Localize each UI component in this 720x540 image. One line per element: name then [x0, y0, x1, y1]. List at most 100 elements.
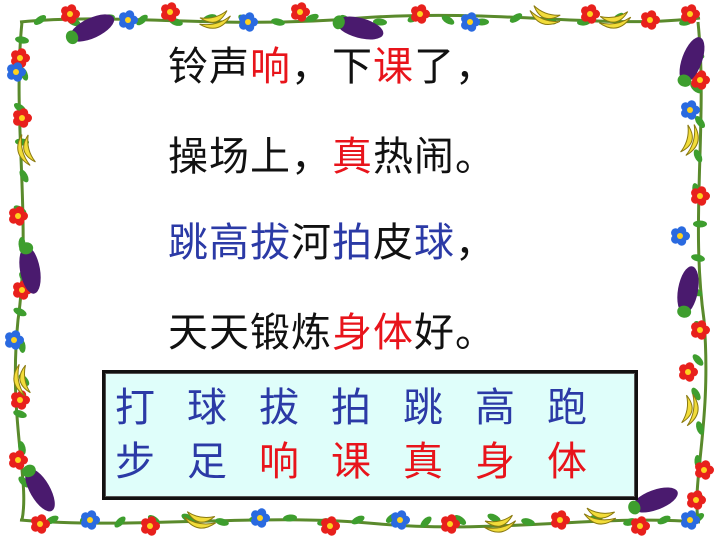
vocab-char: 跑	[547, 385, 587, 431]
poem-line-1-seg-2: 响	[250, 44, 291, 90]
flower-center-icon	[245, 19, 251, 25]
eggplant-stem-icon	[65, 30, 79, 45]
leaf-icon	[19, 169, 29, 183]
banana-icon	[598, 16, 632, 29]
leaf-icon	[305, 13, 319, 23]
leaf-icon	[215, 518, 229, 526]
flower-center-icon	[167, 9, 173, 15]
flower-petal-icon	[397, 510, 407, 520]
flower-petal-icon	[167, 2, 177, 12]
flower-center-icon	[687, 517, 693, 523]
eggplant-stem-icon	[19, 242, 34, 255]
flower-center-icon	[19, 287, 25, 293]
flower-petal-icon	[147, 516, 157, 526]
vocab-char: 课	[331, 439, 371, 485]
flower-petal-icon	[15, 206, 25, 216]
vocab-char: 拍	[331, 385, 371, 431]
flower-petal-icon	[13, 62, 23, 72]
leaf-icon	[13, 307, 27, 317]
vocab-char: 跳	[403, 385, 443, 431]
flower-center-icon	[417, 11, 423, 17]
flower-center-icon	[15, 457, 21, 463]
flower-petal-icon	[687, 4, 697, 14]
flower-petal-icon	[647, 10, 657, 20]
leaf-icon	[283, 514, 297, 522]
flower-petal-icon	[697, 70, 707, 80]
poem-line-3-seg-4: 皮	[373, 220, 414, 266]
poem-line-3-seg-5: 球	[414, 220, 455, 266]
poem-line-3-seg-3: 拍	[332, 220, 373, 266]
leaf-icon	[351, 515, 365, 525]
flower-center-icon	[15, 213, 21, 219]
poem-line-1-seg-4: 课	[373, 44, 414, 90]
vocab-row-2: 步足响课真身体	[115, 439, 619, 485]
banana-icon	[23, 134, 36, 163]
leaf-icon	[15, 36, 29, 44]
flower-petal-icon	[467, 12, 477, 22]
frame-decorations	[5, 2, 714, 536]
flower-petal-icon	[87, 510, 97, 520]
eggplant-stem-icon	[22, 464, 36, 478]
leaf-icon	[441, 15, 455, 25]
vocab-char: 响	[259, 439, 299, 485]
flower-center-icon	[647, 17, 653, 23]
leaf-icon	[271, 18, 285, 26]
flower-petal-icon	[685, 362, 695, 372]
flower-petal-icon	[693, 490, 703, 500]
flower-petal-icon	[557, 510, 567, 520]
leaf-icon	[487, 513, 501, 523]
vocab-char: 步	[115, 439, 155, 485]
eggplant-stem-icon	[677, 74, 692, 87]
flower-center-icon	[327, 523, 333, 529]
flower-petal-icon	[17, 390, 27, 400]
eggplant-stem-icon	[628, 500, 641, 515]
banana-icon	[529, 10, 561, 25]
flower-center-icon	[37, 521, 43, 527]
flower-center-icon	[297, 9, 303, 15]
poem-line-1-seg-5: 了，	[414, 44, 496, 90]
vocab-char: 体	[547, 439, 587, 485]
banana-icon	[583, 513, 617, 525]
poem-line-1-seg-1: 铃声	[168, 44, 250, 90]
poem-line-4-seg-2: 身体	[332, 310, 414, 356]
poem-line-3: 跳高拔河拍皮球，	[168, 220, 496, 266]
banana-icon	[183, 516, 217, 529]
flower-center-icon	[687, 11, 693, 17]
leaf-icon	[509, 13, 523, 23]
poem-line-3-seg-2: 河	[291, 220, 332, 266]
banana-icon	[681, 394, 693, 424]
poem-line-2-seg-1: 操场上，	[168, 134, 332, 180]
leaf-icon	[136, 14, 148, 26]
vocab-char: 打	[115, 385, 155, 431]
banana-icon	[199, 15, 231, 29]
eggplant-icon	[336, 16, 384, 40]
flower-center-icon	[13, 69, 19, 75]
flower-petal-icon	[637, 516, 647, 526]
banana-icon	[599, 11, 629, 23]
leaf-icon	[695, 115, 705, 129]
flower-petal-icon	[15, 450, 25, 460]
flower-center-icon	[697, 193, 703, 199]
vocab-char: 真	[403, 439, 443, 485]
leaf-icon	[693, 220, 707, 228]
flower-center-icon	[87, 517, 93, 523]
banana-icon	[680, 124, 693, 153]
flower-petal-icon	[245, 12, 255, 22]
flower-petal-icon	[687, 100, 697, 110]
flower-center-icon	[11, 337, 17, 343]
vocab-box: 打球拔拍跳高跑 步足响课真身体	[102, 370, 638, 500]
poem-line-4-seg-1: 天天锻炼	[168, 310, 332, 356]
banana-icon	[685, 124, 699, 156]
flower-center-icon	[701, 467, 707, 473]
flower-petal-icon	[17, 48, 27, 58]
flower-center-icon	[557, 517, 563, 523]
poem-line-2: 操场上，真热闹。	[168, 134, 496, 180]
eggplant-icon	[25, 468, 55, 512]
flower-center-icon	[447, 521, 453, 527]
banana-icon	[686, 393, 699, 427]
vocab-char: 高	[475, 385, 515, 431]
flower-center-icon	[587, 11, 593, 17]
flower-petal-icon	[447, 514, 457, 524]
poem-line-3-seg-6: ，	[455, 220, 496, 266]
